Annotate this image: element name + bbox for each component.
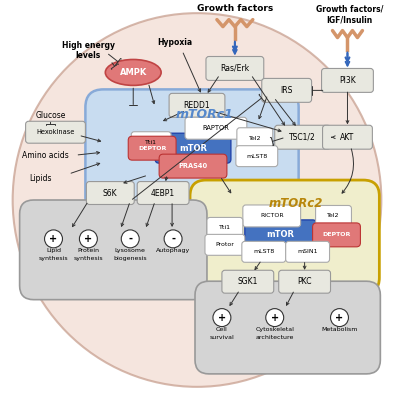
- Circle shape: [164, 230, 182, 248]
- Text: Autophagy: Autophagy: [156, 248, 190, 253]
- Text: Protor: Protor: [216, 242, 234, 247]
- FancyBboxPatch shape: [286, 241, 329, 262]
- FancyBboxPatch shape: [195, 281, 380, 374]
- Text: Cytoskeletal: Cytoskeletal: [255, 327, 294, 332]
- Circle shape: [80, 230, 97, 248]
- Text: mLST8: mLST8: [246, 154, 268, 159]
- Text: 4EBP1: 4EBP1: [151, 188, 175, 198]
- Text: Tti1: Tti1: [219, 226, 231, 230]
- Text: -: -: [171, 234, 175, 244]
- Text: Glucose: Glucose: [35, 111, 66, 120]
- Text: IGF/Insulin: IGF/Insulin: [326, 15, 373, 24]
- Text: biogenesis: biogenesis: [113, 256, 147, 261]
- Text: REDD1: REDD1: [184, 101, 210, 110]
- Circle shape: [121, 230, 139, 248]
- Text: PI3K: PI3K: [339, 76, 356, 85]
- Text: +: +: [271, 312, 279, 322]
- FancyBboxPatch shape: [279, 270, 331, 293]
- Text: TSC1/2: TSC1/2: [289, 133, 316, 142]
- Text: Hexokinase: Hexokinase: [36, 129, 75, 135]
- Text: Amino acids: Amino acids: [22, 151, 69, 160]
- FancyBboxPatch shape: [275, 125, 331, 149]
- Text: Growth factors/: Growth factors/: [316, 4, 383, 13]
- Text: survival: survival: [210, 335, 234, 340]
- Text: synthesis: synthesis: [74, 256, 103, 261]
- FancyBboxPatch shape: [20, 200, 207, 300]
- Text: Tti1: Tti1: [145, 140, 157, 145]
- FancyBboxPatch shape: [26, 121, 85, 143]
- Text: mTORc2: mTORc2: [268, 198, 323, 210]
- Text: RICTOR: RICTOR: [260, 214, 284, 218]
- FancyBboxPatch shape: [137, 182, 189, 204]
- FancyBboxPatch shape: [236, 146, 278, 167]
- Text: High energy: High energy: [62, 41, 115, 50]
- Circle shape: [266, 309, 284, 326]
- FancyBboxPatch shape: [128, 136, 176, 160]
- FancyBboxPatch shape: [237, 128, 273, 149]
- Text: +: +: [218, 312, 226, 322]
- FancyBboxPatch shape: [316, 206, 351, 226]
- FancyBboxPatch shape: [222, 270, 274, 293]
- Text: +: +: [84, 234, 93, 244]
- Text: Protein: Protein: [77, 248, 99, 253]
- Text: S6K: S6K: [103, 188, 118, 198]
- FancyBboxPatch shape: [323, 125, 372, 149]
- Text: synthesis: synthesis: [39, 256, 68, 261]
- Circle shape: [213, 309, 231, 326]
- FancyBboxPatch shape: [155, 133, 231, 163]
- Text: architecture: architecture: [256, 335, 294, 340]
- FancyBboxPatch shape: [85, 89, 299, 215]
- FancyBboxPatch shape: [206, 56, 264, 80]
- Text: Ras/Erk: Ras/Erk: [220, 64, 249, 73]
- FancyBboxPatch shape: [207, 218, 243, 238]
- Text: Tel2: Tel2: [249, 136, 261, 141]
- FancyBboxPatch shape: [245, 220, 316, 250]
- FancyBboxPatch shape: [159, 154, 227, 178]
- Text: mSIN1: mSIN1: [297, 249, 318, 254]
- FancyBboxPatch shape: [86, 182, 134, 204]
- Text: Growth factors: Growth factors: [197, 4, 273, 13]
- FancyBboxPatch shape: [185, 117, 247, 139]
- Text: PKC: PKC: [297, 277, 312, 286]
- Circle shape: [331, 309, 348, 326]
- Text: Lipid: Lipid: [46, 248, 61, 253]
- Text: AMPK: AMPK: [120, 68, 147, 77]
- FancyBboxPatch shape: [205, 234, 245, 255]
- Text: Metabolism: Metabolism: [322, 327, 358, 332]
- FancyBboxPatch shape: [312, 223, 361, 247]
- Text: mTOR: mTOR: [179, 144, 207, 153]
- Ellipse shape: [13, 13, 381, 387]
- Text: IRS: IRS: [281, 86, 293, 95]
- FancyBboxPatch shape: [242, 241, 286, 262]
- Text: RAPTOR: RAPTOR: [203, 125, 229, 131]
- Text: Tel2: Tel2: [327, 214, 340, 218]
- Text: mLST8: mLST8: [253, 249, 274, 254]
- Text: +: +: [49, 234, 58, 244]
- Text: Hypoxia: Hypoxia: [158, 38, 193, 47]
- Text: Lipids: Lipids: [29, 174, 52, 182]
- Text: Lysosome: Lysosome: [115, 248, 146, 253]
- Text: Cell: Cell: [216, 327, 228, 332]
- FancyBboxPatch shape: [262, 78, 312, 102]
- FancyBboxPatch shape: [131, 132, 171, 153]
- Text: mTOR: mTOR: [267, 230, 295, 239]
- Ellipse shape: [105, 60, 161, 85]
- Text: levels: levels: [76, 51, 101, 60]
- Text: -: -: [128, 234, 132, 244]
- Text: PRAS40: PRAS40: [178, 163, 208, 169]
- Text: AKT: AKT: [340, 133, 355, 142]
- Text: +: +: [335, 312, 344, 322]
- Text: SGK1: SGK1: [238, 277, 258, 286]
- FancyBboxPatch shape: [322, 68, 374, 92]
- FancyBboxPatch shape: [169, 93, 225, 117]
- Text: DEPTOR: DEPTOR: [138, 146, 166, 151]
- Circle shape: [45, 230, 63, 248]
- FancyBboxPatch shape: [243, 205, 301, 227]
- FancyBboxPatch shape: [190, 180, 379, 294]
- Text: DEPTOR: DEPTOR: [322, 232, 351, 237]
- Text: mTORc1: mTORc1: [176, 108, 234, 121]
